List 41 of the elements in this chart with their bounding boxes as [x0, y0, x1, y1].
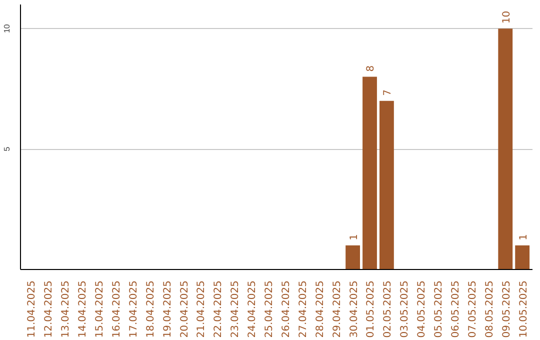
x-tick-label: 02.05.2025 [382, 280, 394, 338]
x-tick-label: 03.05.2025 [400, 280, 411, 338]
data-label: 1 [348, 234, 360, 240]
x-tick-label: 28.04.2025 [314, 280, 326, 338]
x-tick-label: 21.04.2025 [196, 280, 208, 338]
x-tick-label: 01.05.2025 [366, 280, 377, 338]
x-tick-label: 29.04.2025 [332, 280, 343, 338]
x-tick-label: 23.04.2025 [230, 280, 242, 338]
bar [515, 245, 530, 270]
y-tick-label: 5 [2, 146, 12, 152]
bar [379, 100, 394, 270]
x-tick-label: 04.05.2025 [416, 280, 428, 338]
x-tick-label: 12.04.2025 [44, 280, 55, 338]
bar [346, 245, 360, 270]
x-tick-label: 30.04.2025 [348, 280, 360, 338]
x-tick-label: 07.05.2025 [467, 280, 478, 338]
x-tick-label: 14.04.2025 [78, 280, 89, 338]
data-label: 10 [501, 10, 512, 24]
x-tick-label: 18.04.2025 [145, 280, 156, 338]
x-tick-label: 15.04.2025 [94, 280, 106, 338]
x-tick-label: 09.05.2025 [501, 280, 512, 338]
x-tick-label: 25.04.2025 [264, 280, 276, 338]
x-tick-label: 19.04.2025 [162, 280, 174, 338]
bar [362, 76, 377, 270]
x-tick-label: 11.04.2025 [26, 280, 38, 338]
x-tick-label: 22.04.2025 [213, 280, 224, 338]
x-tick-label: 10.05.2025 [518, 280, 530, 338]
x-tick-label: 27.04.2025 [298, 280, 309, 338]
x-tick-label: 16.04.2025 [111, 280, 122, 338]
x-tick-label: 05.05.2025 [434, 280, 445, 338]
x-tick-label: 26.04.2025 [280, 280, 292, 338]
bar [498, 28, 513, 270]
x-tick-label: 13.04.2025 [60, 280, 72, 338]
data-label: 7 [382, 89, 394, 96]
x-tick-label: 06.05.2025 [450, 280, 462, 338]
x-tick-label: 24.04.2025 [247, 280, 258, 338]
x-tick-label: 20.04.2025 [179, 280, 190, 338]
data-label: 1 [518, 234, 530, 240]
x-tick-label: 08.05.2025 [484, 280, 496, 338]
data-label: 8 [366, 65, 377, 72]
x-tick-label: 17.04.2025 [128, 280, 140, 338]
